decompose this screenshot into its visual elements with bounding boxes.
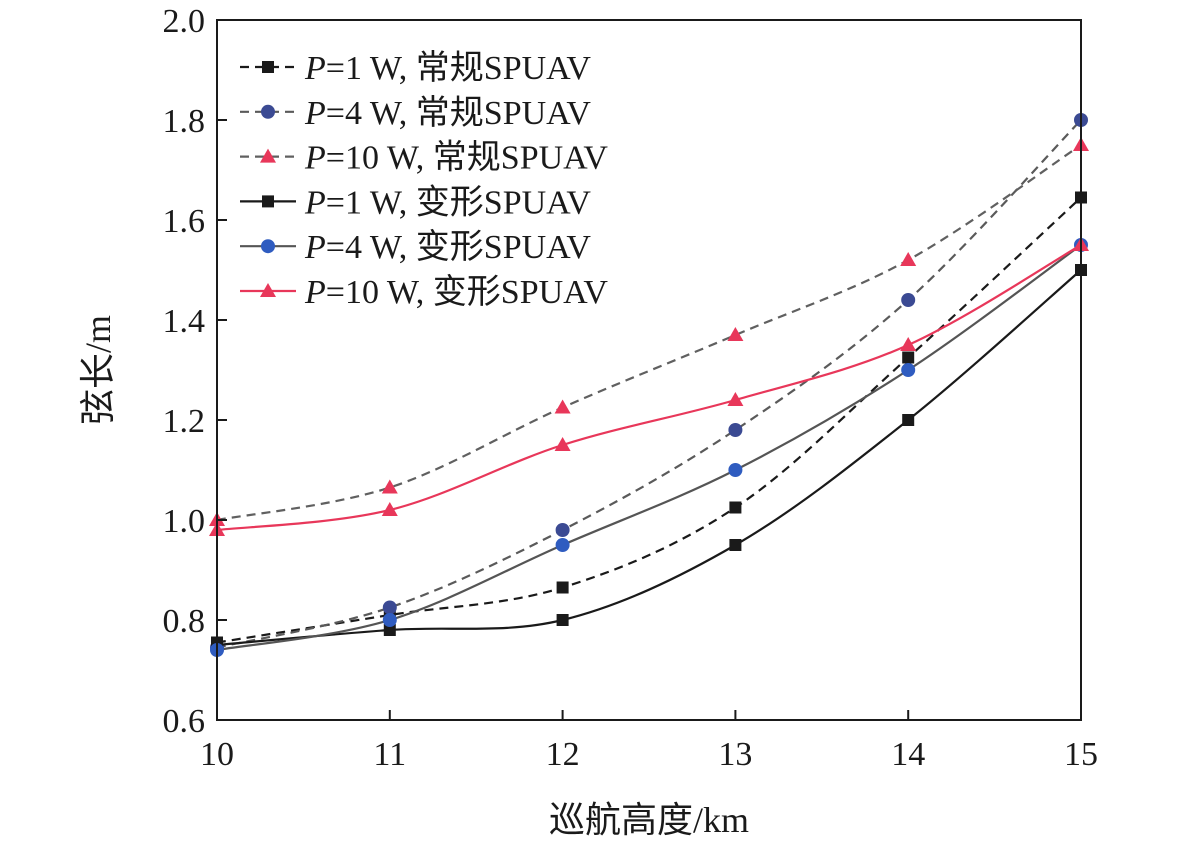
legend-power-symbol: P [304, 184, 326, 221]
legend-marker [260, 283, 276, 297]
legend-item: P=4 W, 变形SPUAV [240, 228, 591, 266]
data-point [556, 581, 569, 594]
x-axis-title: 巡航高度/km [549, 800, 749, 840]
data-point [729, 539, 742, 551]
data-point [382, 600, 397, 615]
y-tick-label: 1.8 [163, 103, 206, 140]
legend-label: P=4 W, 变形SPUAV [304, 228, 591, 266]
y-tick-label: 0.6 [163, 703, 206, 740]
plot-frame [216, 19, 1082, 721]
x-tick-label: 12 [546, 736, 580, 773]
legend-series-name: =1 W, 变形SPUAV [326, 183, 592, 221]
legend-item: P=4 W, 常规SPUAV [240, 95, 591, 132]
legend-series-name: =10 W, 变形SPUAV [326, 273, 609, 311]
legend-item: P=1 W, 常规SPUAV [240, 50, 591, 87]
legend-marker [262, 195, 274, 208]
data-point [382, 613, 397, 627]
x-tick-label: 15 [1064, 736, 1098, 773]
data-point [554, 399, 571, 414]
legend-item: P=10 W, 常规SPUAV [240, 140, 608, 177]
legend-power-symbol: P [304, 50, 326, 87]
data-point [727, 392, 744, 406]
data-point [901, 293, 916, 307]
legend-marker [261, 239, 275, 254]
series-line [216, 244, 1082, 652]
series-4 [211, 264, 1087, 651]
y-axis-title: 弦长/m [78, 315, 118, 425]
x-tick-label: 10 [200, 736, 234, 773]
data-point [555, 523, 570, 537]
series-line [216, 119, 1082, 649]
x-tick-label: 11 [373, 736, 406, 773]
legend-marker [261, 104, 275, 119]
legend-marker [262, 61, 274, 73]
data-point [555, 538, 570, 552]
legend-label: P=1 W, 常规SPUAV [304, 50, 591, 87]
data-point [902, 414, 915, 426]
y-axis: 0.6 0.8 1.0 1.2 1.4 1.6 1.8 2.0 [163, 3, 227, 740]
data-point [900, 337, 917, 351]
series-line [216, 269, 1082, 647]
y-tick-label: 2.0 [163, 3, 206, 40]
x-axis: 10 11 12 13 14 15 [200, 710, 1098, 773]
legend-label: P=10 W, 变形SPUAV [304, 273, 608, 311]
legend-series-name: =1 W, 常规SPUAV [326, 50, 592, 87]
data-point [727, 327, 744, 341]
data-point [900, 252, 917, 266]
data-point [729, 501, 742, 514]
legend-marker [260, 148, 276, 163]
data-point [554, 437, 571, 451]
legend-item: P=10 W, 变形SPUAV [240, 273, 608, 311]
legend-power-symbol: P [304, 229, 326, 266]
data-point [728, 423, 743, 437]
legend-power-symbol: P [304, 95, 326, 132]
legend-power-symbol: P [304, 274, 326, 311]
y-tick-label: 0.8 [163, 603, 206, 640]
data-point [381, 502, 398, 516]
legend-label: P=1 W, 变形SPUAV [304, 183, 591, 221]
series-layer [209, 113, 1089, 657]
series-3 [209, 137, 1089, 526]
y-tick-label: 1.0 [163, 503, 206, 540]
data-point [556, 614, 569, 626]
legend-series-name: =4 W, 变形SPUAV [326, 228, 592, 266]
legend-series-name: =10 W, 常规SPUAV [326, 140, 609, 177]
legend-label: P=10 W, 常规SPUAV [304, 140, 608, 177]
series-line [216, 196, 1082, 644]
data-point [902, 351, 915, 364]
x-tick-label: 14 [891, 736, 925, 773]
x-tick-label: 13 [718, 736, 752, 773]
legend-power-symbol: P [304, 140, 326, 177]
y-tick-label: 1.6 [163, 203, 206, 240]
data-point [381, 479, 398, 494]
y-tick-label: 1.2 [163, 403, 206, 440]
series-line [216, 144, 1082, 522]
data-point [383, 624, 396, 636]
y-tick-label: 1.4 [163, 303, 206, 340]
data-point [901, 363, 916, 377]
data-point [728, 463, 743, 477]
legend-label: P=4 W, 常规SPUAV [304, 95, 591, 132]
series-line [216, 244, 1082, 532]
legend-item: P=1 W, 变形SPUAV [240, 183, 591, 221]
legend-series-name: =4 W, 常规SPUAV [326, 95, 592, 132]
